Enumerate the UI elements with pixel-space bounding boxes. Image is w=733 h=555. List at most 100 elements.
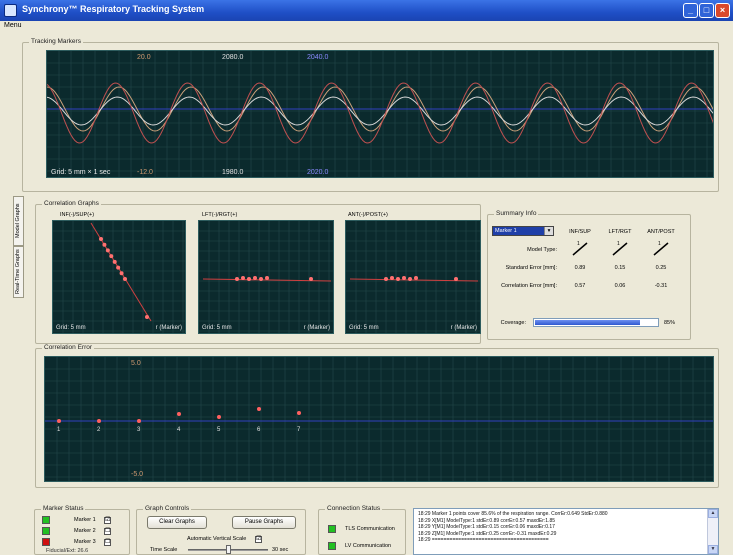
auto-scale-checkbox[interactable]: ☑ <box>255 536 262 543</box>
time-scale-value: 30 sec <box>272 547 289 553</box>
auto-scale-label: Automatic Vertical Scale <box>187 536 247 542</box>
scroll-down-icon[interactable]: ▼ <box>708 545 718 554</box>
correlation-error-legend: Correlation Error <box>42 344 95 351</box>
corr-point <box>123 277 127 281</box>
corr-graph-title-3: ANT(-)/POST(+) <box>348 212 388 218</box>
chevron-down-icon: ▾ <box>544 227 553 235</box>
maximize-button[interactable]: □ <box>699 3 714 18</box>
corr-point <box>119 271 124 276</box>
corr-point <box>454 277 458 281</box>
correlation-error-plot: 5.0 -5.0 1 2 3 4 5 6 7 <box>44 356 714 482</box>
corr-point <box>384 277 388 281</box>
error-point-label: 3 <box>137 427 141 433</box>
corr-error-ant-post: -0.31 <box>654 283 668 289</box>
corr-point <box>241 276 245 280</box>
log-line: 18:29 ==================================… <box>418 537 549 543</box>
corr-point <box>414 276 418 280</box>
corr-graph-title-2: LFT(-)/RGT(+) <box>202 212 238 218</box>
corr-point <box>259 277 263 281</box>
corr-point <box>102 242 107 247</box>
log-line: 18:29 Y[M1] ModelType:1 stdEr:0.15 corrE… <box>418 524 555 530</box>
tracking-wave-white <box>47 96 713 126</box>
corr-plot-lft-rgt-svg <box>199 221 333 333</box>
marker-3-checkbox[interactable]: ☐ <box>104 539 111 546</box>
marker-2-label: Marker 2 <box>74 528 96 534</box>
std-error-inf-sup: 0.89 <box>574 265 586 271</box>
track-bottom-label-3: 2020.0 <box>307 169 329 176</box>
model-type-label: Model Type: <box>527 247 557 253</box>
tracking-plot: 20.0 2080.0 2040.0 -12.0 1980.0 2020.0 G… <box>46 50 714 178</box>
marker-2-checkbox[interactable]: ☐ <box>104 528 111 535</box>
title-bar: Synchrony™ Respiratory Tracking System _… <box>0 0 733 21</box>
err-top-label: 5.0 <box>131 360 141 367</box>
pause-graphs-button[interactable]: Pause Graphs <box>232 516 296 529</box>
lv-communication-light <box>328 542 336 550</box>
coverage-value: 85% <box>664 320 676 326</box>
marker-3-label: Marker 3 <box>74 539 96 545</box>
corr-plot-ant-post-svg <box>346 221 480 333</box>
summary-col-lft-rgt: LFT/RGT <box>608 229 632 235</box>
std-error-ant-post: 0.25 <box>655 265 667 271</box>
tab-model-graphs[interactable]: Model Graphs <box>13 196 24 246</box>
marker-1-checkbox[interactable]: ☑ <box>104 517 111 524</box>
lv-communication-label: LV Communication <box>345 543 392 549</box>
svg-text:1: 1 <box>658 241 661 247</box>
corr-point <box>105 248 110 253</box>
log-scrollbar[interactable]: ▲ ▼ <box>707 509 718 554</box>
log-line: 18:29 Marker 1 points cover 85.6% of the… <box>418 511 608 517</box>
marker-select[interactable]: Marker 1 ▾ <box>492 226 554 236</box>
minimize-button[interactable]: _ <box>683 3 698 18</box>
menu-bar: Menu <box>0 21 733 33</box>
error-point <box>297 411 301 415</box>
corr-point <box>253 276 257 280</box>
err-bottom-label: -5.0 <box>131 471 144 478</box>
corr-grid-label-3: Grid: 5 mm <box>349 325 379 331</box>
marker-select-value: Marker 1 <box>495 228 517 234</box>
tls-communication-light <box>328 525 336 533</box>
svg-text:1: 1 <box>577 241 580 247</box>
corr-plot-ant-post: Grid: 5 mm r (Marker) <box>345 220 481 334</box>
correlation-error-plot-svg <box>45 357 713 481</box>
tab-real-time-graphs[interactable]: Real-Time Graphs <box>13 246 24 298</box>
marker-3-status-light <box>42 538 50 546</box>
log-line: 18:29 Z[M1] ModelType:1 stdEr:0.25 corrE… <box>418 530 557 537</box>
corr-error-lft-rgt: 0.06 <box>614 283 626 289</box>
track-bottom-label-1: -12.0 <box>137 169 153 176</box>
error-point <box>57 419 61 423</box>
tracking-markers-legend: Tracking Markers <box>29 38 83 45</box>
correlation-graphs-legend: Correlation Graphs <box>42 200 101 207</box>
track-top-label-1: 20.0 <box>137 54 151 61</box>
time-scale-slider-thumb[interactable] <box>226 545 231 554</box>
corr-point <box>265 276 269 280</box>
graph-controls-legend: Graph Controls <box>143 505 192 512</box>
error-point-label: 4 <box>177 427 181 433</box>
tracking-wave-red <box>47 82 713 144</box>
summary-col-ant-post: ANT/POST <box>647 229 675 235</box>
marker-1-status-light <box>42 516 50 524</box>
error-point <box>97 419 101 423</box>
connection-status-legend: Connection Status <box>325 505 383 512</box>
corr-grid-label-2: Grid: 5 mm <box>202 325 232 331</box>
marker-status-footer: Fiducial/Ext: 26.6 <box>46 548 89 554</box>
error-point-label: 1 <box>57 427 61 433</box>
event-log[interactable]: 18:29 Marker 1 points cover 85.6% of the… <box>413 508 719 555</box>
error-point <box>177 412 181 416</box>
corr-point <box>235 277 239 281</box>
menu-item[interactable]: Menu <box>4 22 22 29</box>
error-point <box>257 407 261 411</box>
corr-point <box>396 277 400 281</box>
close-button[interactable]: × <box>715 3 730 18</box>
summary-info-legend: Summary Info <box>494 210 539 217</box>
track-top-label-2: 2080.0 <box>222 54 244 61</box>
tracking-markers-group: Tracking Markers <box>22 38 719 192</box>
corr-point <box>99 237 103 241</box>
tls-communication-label: TLS Communication <box>345 526 395 532</box>
corr-axis-label-1: r (Marker) <box>155 325 182 331</box>
corr-point <box>408 277 412 281</box>
svg-text:1: 1 <box>617 241 620 247</box>
clear-graphs-button[interactable]: Clear Graphs <box>147 516 207 529</box>
corr-plot-inf-sup-svg <box>53 221 185 333</box>
error-point <box>137 419 141 423</box>
scroll-up-icon[interactable]: ▲ <box>708 509 718 518</box>
corr-point <box>112 259 117 264</box>
